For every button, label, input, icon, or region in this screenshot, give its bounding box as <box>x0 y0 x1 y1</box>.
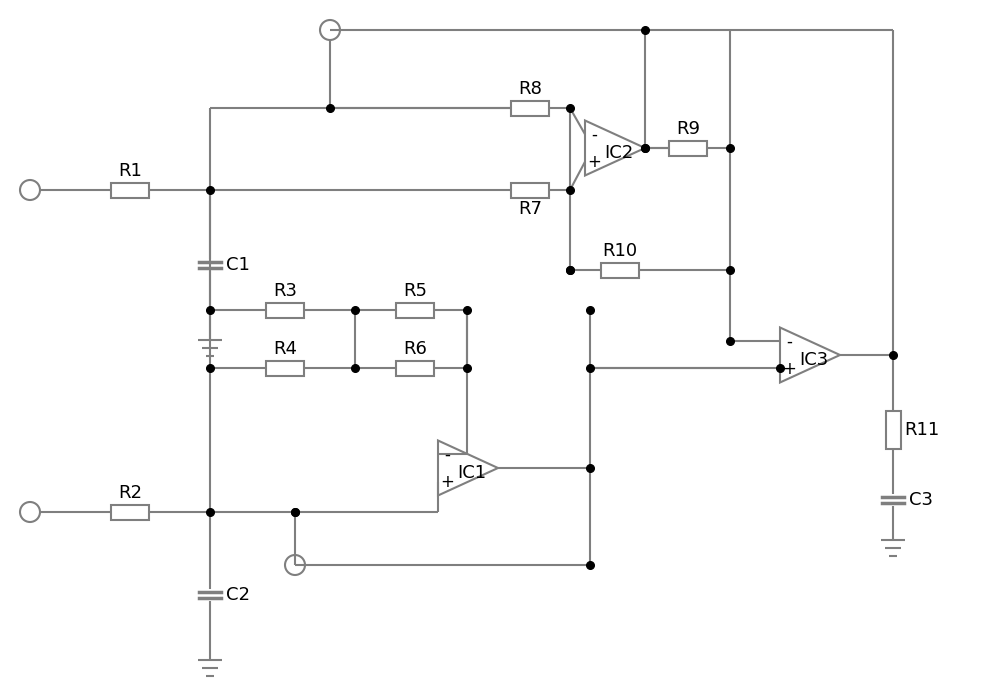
Bar <box>266 361 304 375</box>
Bar <box>111 505 149 519</box>
Text: -: - <box>591 125 597 143</box>
Text: R4: R4 <box>273 340 297 357</box>
Text: C1: C1 <box>226 256 250 274</box>
Text: C2: C2 <box>226 586 250 604</box>
Text: R9: R9 <box>676 120 700 138</box>
Bar <box>511 182 549 198</box>
Text: C3: C3 <box>909 491 933 509</box>
Text: -: - <box>786 332 792 350</box>
Text: R10: R10 <box>602 241 638 259</box>
Bar <box>396 303 434 317</box>
Text: -: - <box>444 445 450 463</box>
Bar <box>111 182 149 198</box>
Bar <box>266 303 304 317</box>
Text: R1: R1 <box>118 161 142 180</box>
Text: IC1: IC1 <box>457 464 487 482</box>
Text: +: + <box>440 473 454 491</box>
Text: IC2: IC2 <box>604 144 634 162</box>
Text: R8: R8 <box>518 80 542 97</box>
Text: R11: R11 <box>904 421 940 439</box>
Text: R7: R7 <box>518 201 542 219</box>
Text: +: + <box>782 360 796 377</box>
Bar <box>886 411 900 449</box>
Text: R5: R5 <box>403 282 427 299</box>
Bar <box>601 263 639 278</box>
Text: R6: R6 <box>403 340 427 357</box>
Bar <box>396 361 434 375</box>
Text: IC3: IC3 <box>799 351 829 369</box>
Text: R3: R3 <box>273 282 297 299</box>
Text: +: + <box>587 153 601 171</box>
Bar <box>511 101 549 115</box>
Text: R2: R2 <box>118 484 142 501</box>
Bar <box>669 140 707 155</box>
